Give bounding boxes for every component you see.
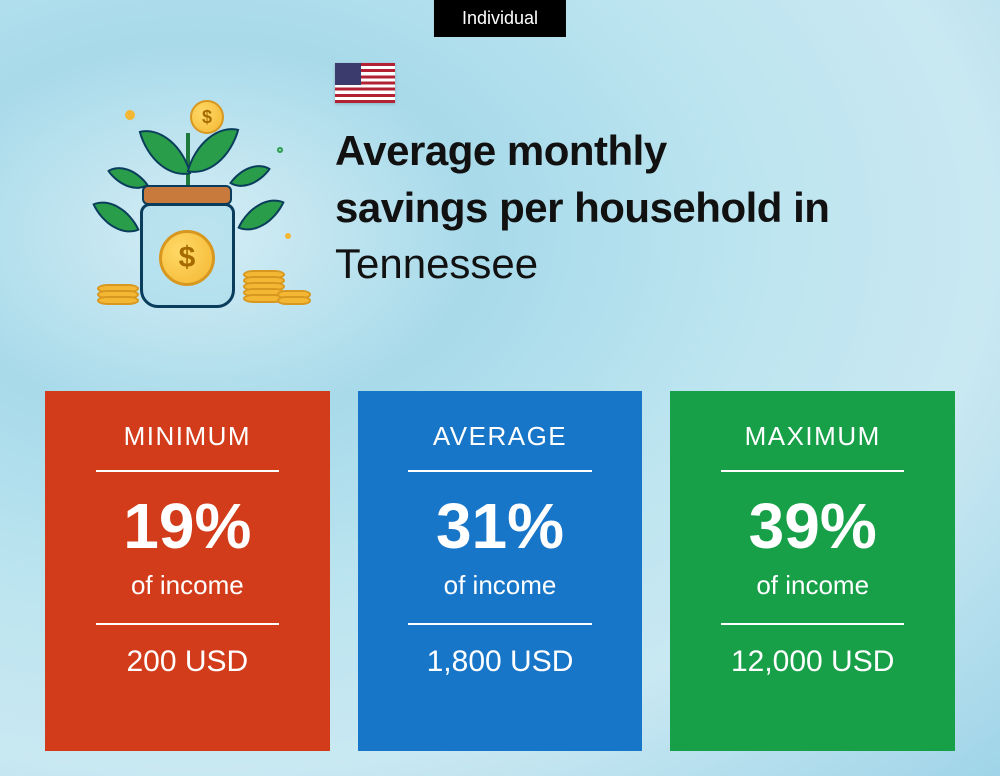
sparkle-icon (277, 147, 283, 153)
card-amount: 1,800 USD (427, 645, 574, 679)
divider (408, 623, 592, 625)
card-percent: 39% (749, 494, 877, 558)
card-label: MINIMUM (124, 421, 251, 452)
card-label: AVERAGE (433, 421, 567, 452)
divider (96, 470, 280, 472)
divider (408, 470, 592, 472)
header: $ $ Average monthly savings per househol… (0, 55, 1000, 325)
card-amount: 12,000 USD (731, 645, 894, 679)
category-badge: Individual (434, 0, 566, 37)
coin-icon: $ (190, 100, 224, 134)
card-of-income: of income (444, 570, 557, 601)
stat-card-maximum: MAXIMUM 39% of income 12,000 USD (670, 391, 955, 751)
leaf-icon (139, 121, 192, 184)
title-block: Average monthly savings per household in… (325, 55, 955, 325)
card-of-income: of income (756, 570, 869, 601)
divider (721, 470, 905, 472)
card-percent: 19% (123, 494, 251, 558)
coin-stack-icon (277, 293, 311, 305)
divider (721, 623, 905, 625)
stats-cards: MINIMUM 19% of income 200 USD AVERAGE 31… (45, 391, 955, 751)
title-line-1: Average monthly (335, 123, 955, 180)
sparkle-icon (125, 110, 135, 120)
stat-card-minimum: MINIMUM 19% of income 200 USD (45, 391, 330, 751)
stat-card-average: AVERAGE 31% of income 1,800 USD (358, 391, 643, 751)
coin-icon: $ (159, 230, 215, 286)
leaf-icon (92, 190, 140, 243)
leaf-icon (237, 188, 285, 241)
divider (96, 623, 280, 625)
coin-stack-icon (97, 287, 139, 305)
card-of-income: of income (131, 570, 244, 601)
card-label: MAXIMUM (745, 421, 881, 452)
us-flag-icon (335, 63, 395, 103)
leaf-icon (229, 154, 271, 198)
card-amount: 200 USD (126, 645, 248, 679)
card-percent: 31% (436, 494, 564, 558)
sparkle-icon (285, 233, 291, 239)
title-line-2: savings per household in (335, 180, 955, 237)
savings-illustration: $ $ (45, 55, 325, 325)
title-region: Tennessee (335, 236, 955, 293)
